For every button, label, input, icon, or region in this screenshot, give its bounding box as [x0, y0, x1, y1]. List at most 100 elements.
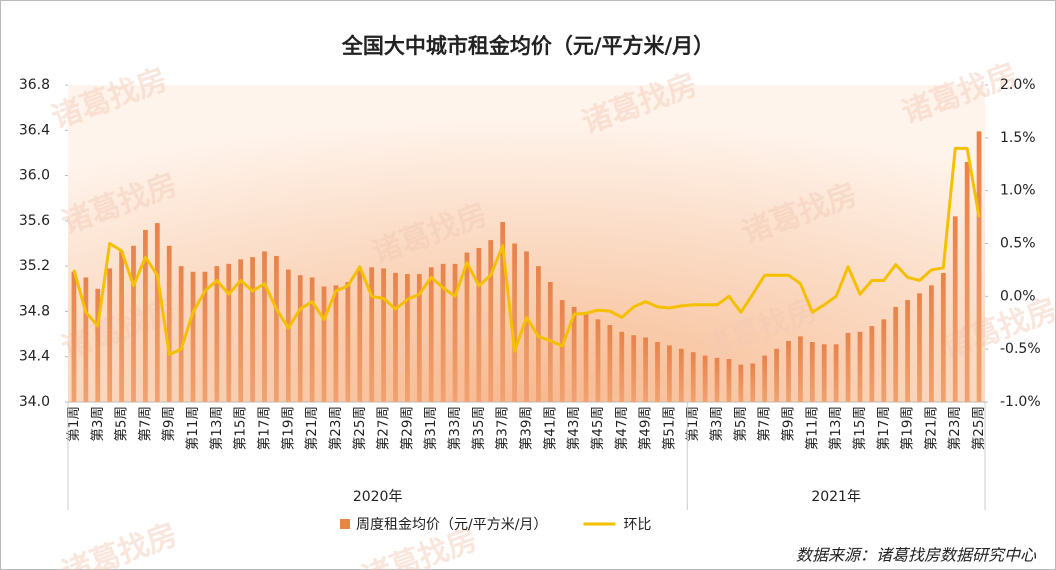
watermark: 诸葛找房	[57, 517, 182, 570]
bar	[607, 325, 613, 402]
bar	[285, 269, 291, 402]
bar	[83, 277, 89, 402]
x-tick-label: 第3周	[89, 406, 106, 442]
bar	[714, 357, 720, 402]
group-label: 2020年	[353, 489, 403, 505]
bar	[905, 300, 910, 402]
bar	[857, 331, 863, 402]
bar	[940, 272, 946, 402]
x-tick-label: 第23周	[327, 406, 344, 450]
x-tick-label: 第35周	[470, 406, 487, 450]
bar	[702, 355, 708, 402]
x-tick-label: 第23周	[946, 406, 963, 450]
bar	[845, 332, 851, 402]
x-tick-label: 第33周	[446, 406, 463, 450]
y2-tick-label: 0.0%	[1000, 288, 1036, 304]
bar	[143, 229, 148, 402]
bar	[274, 255, 279, 402]
y-tick-label: 34.4	[19, 349, 50, 365]
chart-title: 全国大中城市租金均价（元/平方米/月）	[341, 34, 714, 58]
bar	[428, 267, 434, 402]
y-tick-label: 36.8	[19, 77, 50, 93]
bar	[226, 263, 232, 402]
bar	[500, 221, 506, 402]
x-tick-label: 第47周	[613, 406, 630, 450]
bar	[131, 245, 136, 402]
bar	[464, 252, 470, 402]
x-tick-label: 第43周	[565, 406, 582, 450]
y-tick-label: 36.0	[19, 168, 50, 184]
line	[72, 146, 981, 356]
bar	[297, 275, 303, 402]
x-tick-label: 第19周	[899, 406, 916, 450]
legend-label: 周度租金均价（元/平方米/月）	[356, 517, 547, 533]
y-tick-label: 34.8	[19, 303, 50, 319]
bar	[95, 288, 101, 402]
bar	[809, 341, 815, 402]
bar	[881, 319, 887, 402]
bar	[786, 340, 791, 402]
x-tick-label: 第37周	[494, 406, 511, 450]
bar	[750, 363, 756, 402]
bar	[929, 285, 934, 402]
bar	[238, 259, 244, 402]
x-tick-label: 第41周	[541, 406, 558, 450]
x-tick-label: 第15周	[851, 406, 868, 450]
legend-swatch	[340, 519, 350, 529]
bar	[262, 251, 267, 402]
x-tick-label: 第21周	[303, 406, 320, 450]
x-tick-label: 第5周	[732, 406, 749, 442]
bar	[893, 306, 899, 402]
bar	[631, 335, 637, 402]
x-tick-label: 第31周	[422, 406, 439, 450]
y2-tick-label: 1.0%	[1000, 183, 1036, 199]
bar	[512, 243, 517, 402]
y-tick-label: 34.0	[19, 394, 50, 410]
bar	[190, 271, 196, 402]
bar	[369, 267, 375, 402]
bar	[357, 270, 363, 402]
bar	[798, 336, 803, 402]
x-tick-label: 第3周	[708, 406, 725, 442]
y-tick-label: 35.2	[19, 258, 50, 274]
x-tick-label: 第1周	[684, 406, 701, 442]
bar	[524, 251, 529, 402]
bar	[333, 285, 339, 402]
bar	[964, 161, 970, 402]
bar	[774, 348, 779, 402]
x-tick-label: 第13周	[827, 406, 844, 450]
y-tick-label: 35.6	[19, 213, 50, 229]
x-tick-label: 第21周	[922, 406, 939, 450]
y2-tick-label: 1.5%	[1000, 130, 1036, 146]
bar	[405, 274, 410, 402]
bar	[690, 352, 696, 402]
x-tick-label: 第25周	[970, 406, 987, 450]
bar	[309, 277, 315, 402]
x-tick-label: 第17周	[256, 406, 273, 450]
bar	[917, 293, 922, 402]
x-tick-label: 第49周	[637, 406, 654, 450]
bar	[726, 358, 732, 402]
source-note: 数据来源：诸葛找房数据研究中心	[796, 546, 1037, 565]
y-tick-label: 36.4	[19, 122, 50, 138]
bar	[595, 319, 601, 402]
bar	[345, 281, 351, 402]
legend-label: 环比	[623, 517, 651, 533]
x-tick-label: 第45周	[589, 406, 606, 450]
x-tick-label: 第27周	[375, 406, 392, 450]
bar	[738, 364, 744, 402]
y2-tick-label: -1.0%	[1000, 394, 1041, 410]
x-tick-label: 第15周	[232, 406, 249, 450]
group-label: 2021年	[811, 489, 861, 505]
bar	[571, 306, 577, 402]
x-tick-label: 第13周	[208, 406, 225, 450]
x-tick-label: 第11周	[803, 406, 820, 450]
x-tick-label: 第1周	[65, 406, 82, 442]
bar	[655, 341, 660, 402]
bar	[976, 131, 982, 403]
x-tick-label: 第29周	[398, 406, 415, 450]
bar	[643, 337, 648, 402]
bar	[214, 266, 220, 402]
bar	[488, 240, 494, 402]
bar	[71, 271, 77, 402]
